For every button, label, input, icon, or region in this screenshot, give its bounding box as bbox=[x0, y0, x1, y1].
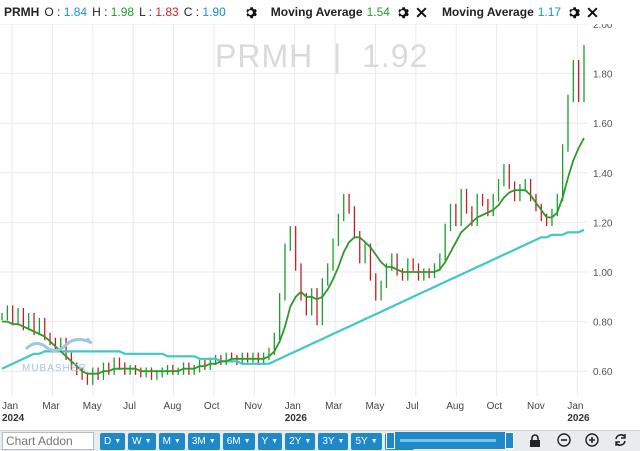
chevron-down-icon: ▼ bbox=[337, 437, 345, 445]
range-button-label: 5Y bbox=[355, 435, 368, 447]
x-tick-label: Jul bbox=[123, 401, 136, 412]
x-tick-label: Jan bbox=[567, 401, 583, 412]
range-button-3y[interactable]: 3Y ▼ bbox=[318, 432, 349, 450]
y-tick-label: 1.60 bbox=[593, 119, 613, 130]
legend-open: O : 1.84 bbox=[44, 5, 88, 19]
range-button-label: Y bbox=[261, 435, 269, 447]
range-button-m[interactable]: M ▼ bbox=[158, 432, 185, 450]
range-button-2y[interactable]: 2Y ▼ bbox=[285, 432, 316, 450]
chart-watermark: PRMH | 1.92 bbox=[215, 38, 429, 74]
range-slider[interactable] bbox=[386, 432, 514, 449]
close-icon[interactable] bbox=[415, 6, 428, 19]
gear-icon[interactable] bbox=[396, 6, 409, 19]
chevron-down-icon: ▼ bbox=[208, 437, 216, 445]
chevron-down-icon: ▼ bbox=[370, 437, 378, 445]
legend-ma1-name: Moving Average bbox=[270, 5, 363, 19]
legend-ma2-value: 1.17 bbox=[537, 5, 562, 19]
legend-ma1-value: 1.54 bbox=[366, 5, 390, 19]
lock-icon[interactable] bbox=[527, 432, 543, 448]
price-chart[interactable]: 2.00 1.80 1.60 1.40 1.20 1.00 0.80 0.60 Jan Mar Ma… bbox=[0, 24, 640, 430]
range-button-d[interactable]: D ▼ bbox=[100, 432, 126, 450]
mubasher-logo: MUBASHER bbox=[22, 335, 97, 374]
close-icon[interactable] bbox=[586, 6, 599, 19]
y-tick-label: 2.00 bbox=[593, 24, 613, 31]
legend-high: H : 1.98 bbox=[92, 5, 135, 19]
chart-toolbar: D▼W▼M▼3M▼6M▼Y▼2Y▼3Y▼5Y▼All▼ bbox=[0, 430, 640, 451]
y-tick-label: 1.00 bbox=[593, 268, 613, 279]
range-button-label: D bbox=[104, 435, 112, 447]
x-tick-label: Mar bbox=[42, 401, 60, 412]
x-tick-label: Jan bbox=[285, 401, 301, 412]
range-button-6m[interactable]: 6M ▼ bbox=[222, 432, 255, 450]
chevron-down-icon: ▼ bbox=[271, 437, 279, 445]
x-tick-label: Oct bbox=[487, 401, 503, 412]
chart-addon-input[interactable] bbox=[2, 432, 94, 450]
chevron-down-icon: ▼ bbox=[144, 437, 152, 445]
range-button-label: W bbox=[132, 435, 142, 447]
x-year-label: 2026 bbox=[567, 413, 590, 424]
range-button-y[interactable]: Y ▼ bbox=[257, 432, 283, 450]
legend-symbol: PRMH bbox=[4, 5, 40, 19]
x-tick-label: May bbox=[365, 401, 384, 412]
x-year-label: 2024 bbox=[2, 413, 25, 424]
x-tick-label: Nov bbox=[527, 401, 545, 412]
chevron-down-icon: ▼ bbox=[243, 437, 251, 445]
chevron-down-icon: ▼ bbox=[304, 437, 312, 445]
chevron-down-icon: ▼ bbox=[114, 437, 122, 445]
range-button-label: 3Y bbox=[322, 435, 335, 447]
x-tick-label: Aug bbox=[446, 401, 464, 412]
y-tick-label: 0.80 bbox=[593, 318, 613, 329]
zoom-out-icon[interactable] bbox=[556, 432, 572, 448]
slider-handle-left[interactable] bbox=[386, 432, 395, 449]
x-tick-label: Nov bbox=[244, 401, 262, 412]
legend-close: C : 1.90 bbox=[183, 5, 226, 19]
zoom-in-icon[interactable] bbox=[584, 432, 600, 448]
x-tick-label: Mar bbox=[325, 401, 343, 412]
x-tick-label: Aug bbox=[164, 401, 182, 412]
y-tick-label: 1.40 bbox=[593, 169, 613, 180]
refresh-icon[interactable] bbox=[612, 432, 628, 448]
y-tick-label: 1.20 bbox=[593, 218, 613, 229]
y-tick-label: 0.60 bbox=[593, 367, 613, 378]
range-button-label: 6M bbox=[226, 435, 241, 447]
slider-track bbox=[400, 439, 496, 442]
range-button-3m[interactable]: 3M ▼ bbox=[187, 432, 220, 450]
x-year-label: 2026 bbox=[285, 413, 308, 424]
x-tick-label: Jan bbox=[2, 401, 18, 412]
x-tick-label: May bbox=[83, 401, 102, 412]
moving-average-short-line bbox=[2, 137, 585, 375]
range-button-label: 3M bbox=[191, 435, 206, 447]
legend-low: L : 1.83 bbox=[139, 5, 179, 19]
gear-icon[interactable] bbox=[567, 6, 581, 19]
range-button-label: 2Y bbox=[289, 435, 302, 447]
chart-legend: PRMH O : 1.84 H : 1.98 L : 1.83 C : 1.90… bbox=[0, 0, 640, 24]
legend-ma2-name: Moving Average bbox=[441, 5, 534, 19]
range-button-label: M bbox=[162, 435, 171, 447]
x-tick-label: Oct bbox=[204, 401, 220, 412]
range-button-5y[interactable]: 5Y ▼ bbox=[351, 432, 382, 450]
y-tick-label: 1.80 bbox=[593, 70, 613, 81]
gear-icon[interactable] bbox=[244, 6, 257, 19]
chevron-down-icon: ▼ bbox=[173, 437, 181, 445]
logo-icon bbox=[24, 338, 93, 352]
range-button-w[interactable]: W ▼ bbox=[128, 432, 156, 450]
range-buttons: D▼W▼M▼3M▼6M▼Y▼2Y▼3Y▼5Y▼All▼ bbox=[97, 432, 414, 450]
x-tick-label: Jul bbox=[406, 401, 419, 412]
moving-average-long-line bbox=[1, 228, 585, 370]
slider-handle-right[interactable] bbox=[505, 432, 514, 449]
